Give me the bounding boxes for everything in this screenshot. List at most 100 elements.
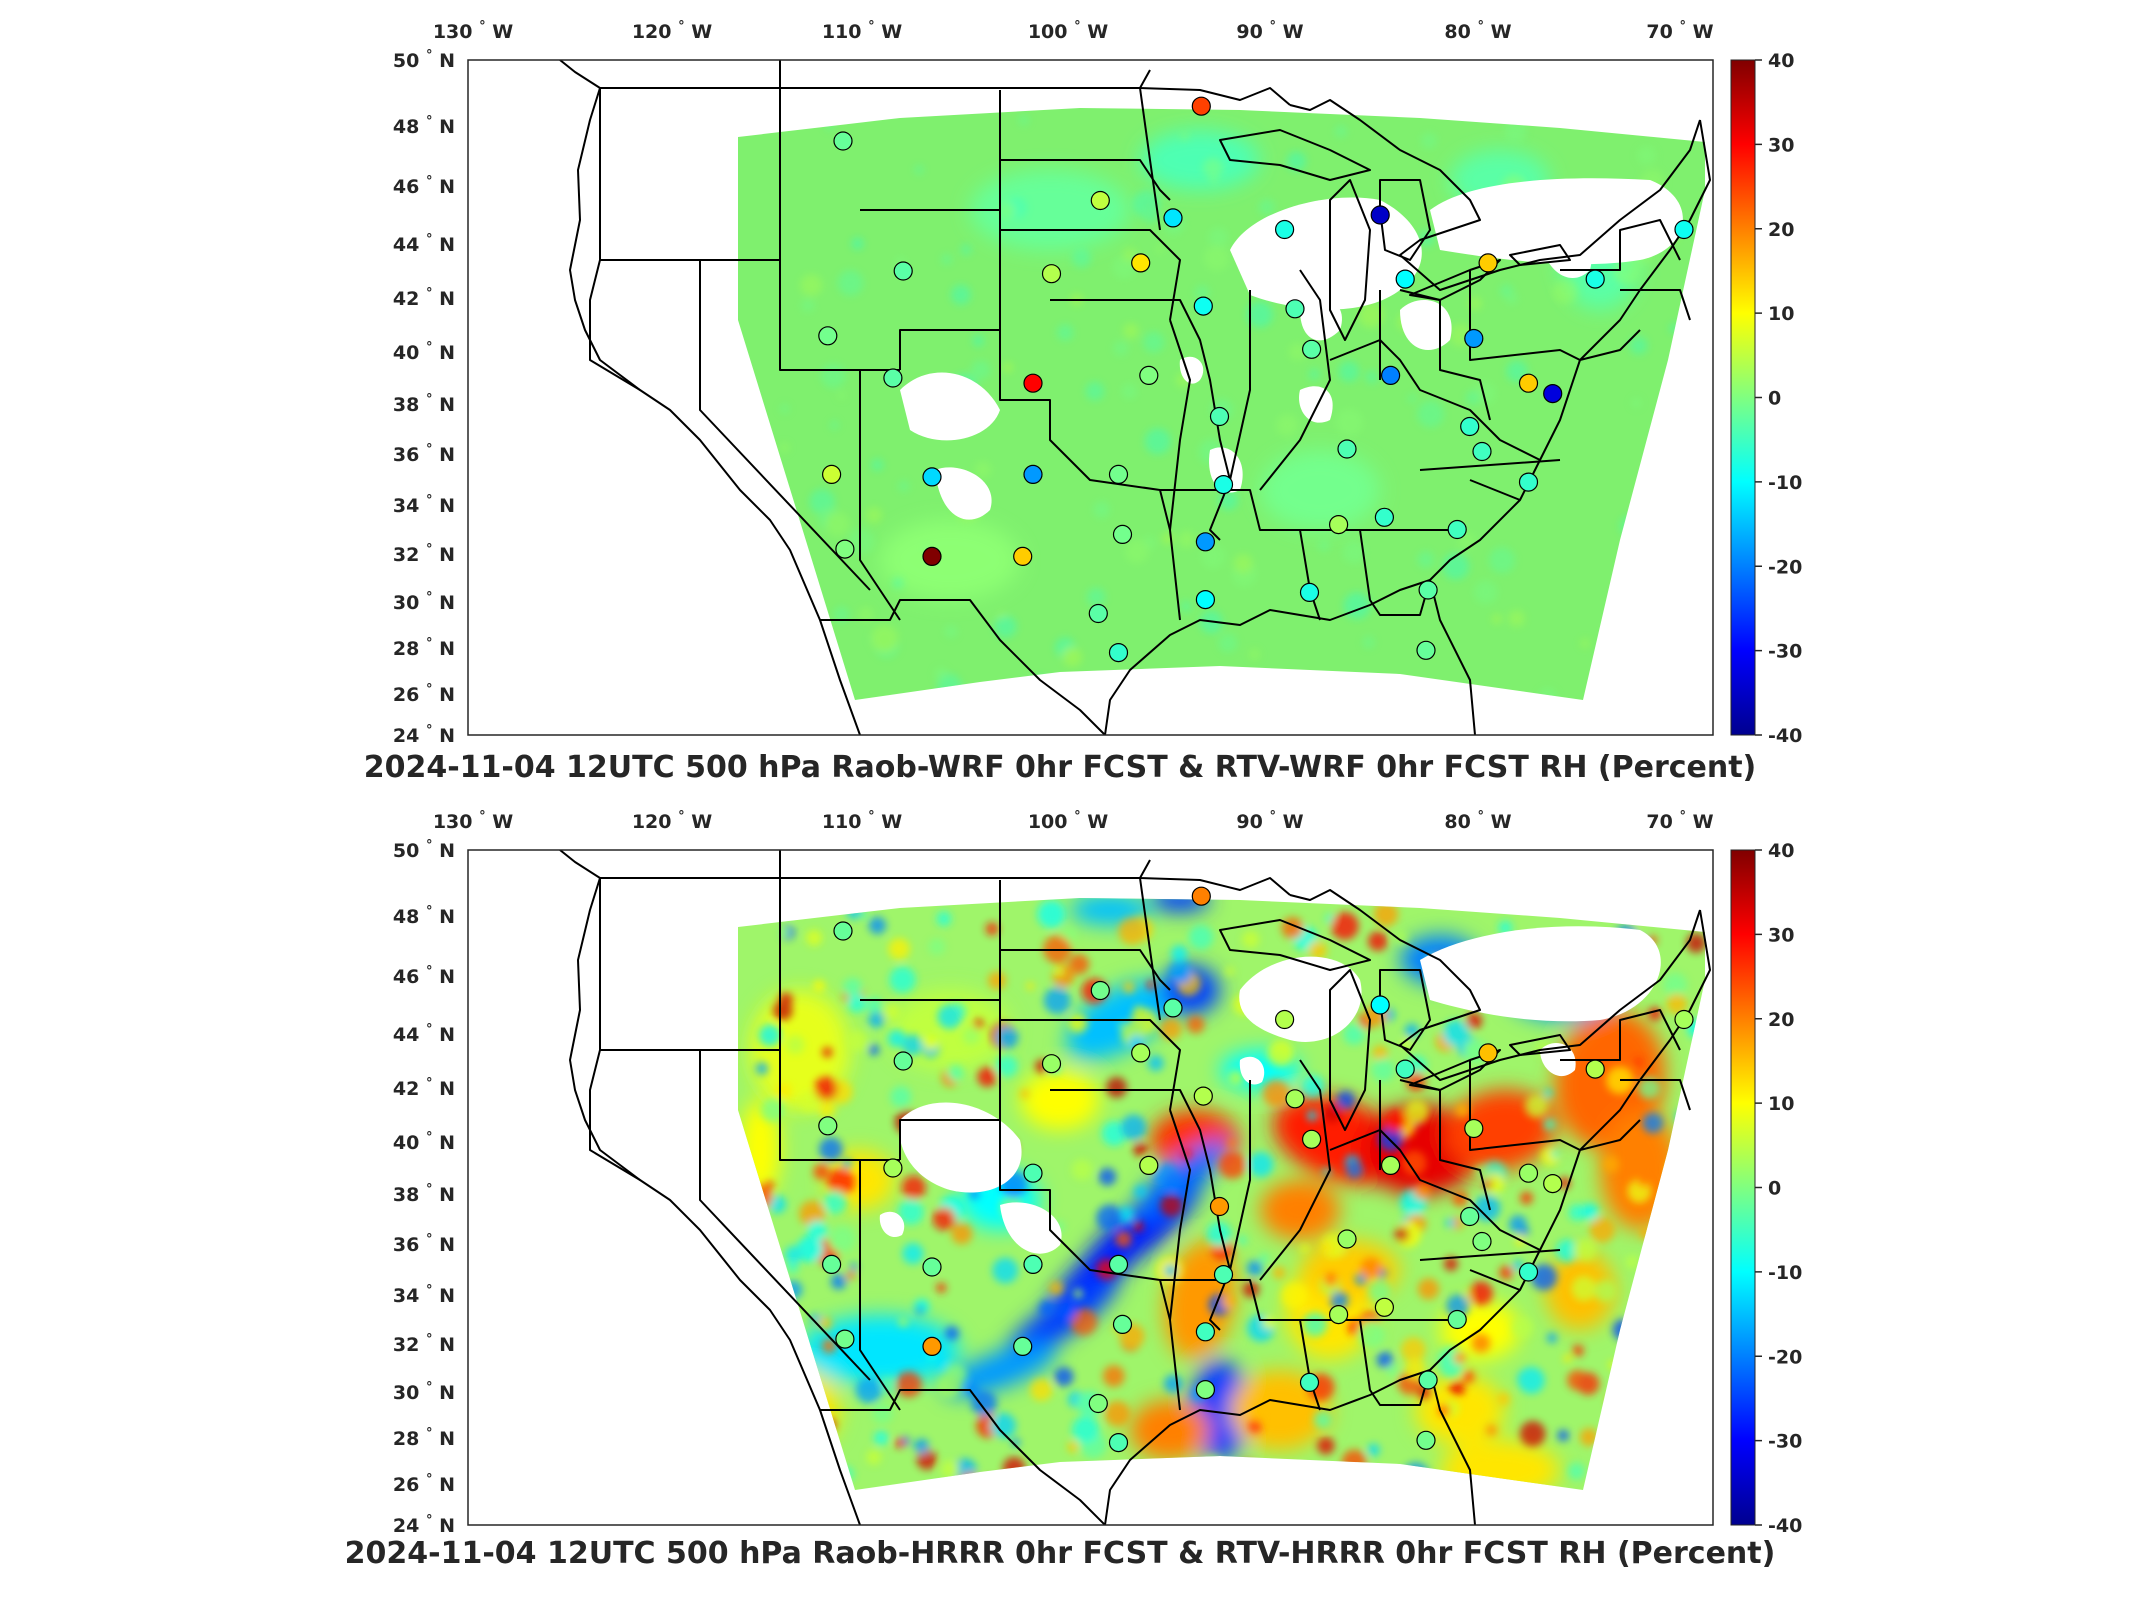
circle-marker-icon — [1090, 190, 1110, 211]
field-speckle — [1589, 1217, 1615, 1243]
field-blob — [1140, 130, 1260, 190]
field-speckle — [873, 1430, 889, 1446]
field-speckle — [1538, 687, 1558, 700]
field-speckle — [799, 1091, 822, 1113]
circle-marker-icon — [1209, 1196, 1230, 1217]
colorbar-tick-label: -20 — [1768, 1346, 1802, 1368]
circle-marker-icon — [1112, 524, 1133, 545]
circle-marker-icon — [1464, 1118, 1484, 1139]
boundary-line — [1000, 159, 1181, 321]
field-speckle — [1335, 408, 1363, 436]
field-speckle — [1648, 1474, 1664, 1490]
field-speckle — [1567, 1462, 1585, 1480]
field-speckle — [1159, 1017, 1182, 1040]
field-speckle — [1612, 1318, 1635, 1341]
circle-marker-icon — [883, 368, 903, 388]
circle-marker-icon — [922, 467, 942, 487]
field-speckle — [1336, 1090, 1356, 1110]
field-speckle — [1281, 1282, 1308, 1309]
field-speckle — [786, 1260, 800, 1274]
missing-data-area — [879, 1211, 905, 1238]
circle-marker-icon — [1460, 416, 1480, 437]
colorbar-tick-label: 40 — [1768, 840, 1794, 862]
field-speckle — [990, 1412, 1016, 1439]
colorbar-tick-label: -40 — [1768, 725, 1802, 747]
field-speckle — [785, 1035, 805, 1055]
latitude-tick-label: 40 ° N — [393, 1130, 455, 1154]
circle-marker-icon — [1380, 1155, 1401, 1176]
circle-marker-icon — [1447, 519, 1467, 540]
circle-marker-icon — [1395, 269, 1415, 289]
field-speckle — [841, 1158, 853, 1170]
circle-marker-icon — [922, 1257, 942, 1277]
circle-marker-icon — [1193, 1086, 1213, 1106]
field-speckle — [847, 993, 867, 1013]
field-speckle — [1636, 1424, 1649, 1437]
field-speckle — [858, 606, 874, 622]
longitude-tick-label: 100 ° W — [1028, 19, 1108, 43]
field-speckle — [1334, 125, 1348, 138]
field-speckle — [822, 1047, 833, 1058]
field-speckle — [1242, 1281, 1260, 1298]
field-speckle — [1638, 1076, 1661, 1099]
circle-marker-icon — [1370, 995, 1390, 1015]
circle-marker-icon — [1213, 1264, 1234, 1285]
colorbar-tick-label: 10 — [1768, 1093, 1794, 1115]
field-speckle — [865, 506, 883, 524]
field-speckle — [1098, 1167, 1117, 1186]
field-speckle — [1219, 1151, 1246, 1179]
field-speckle — [1387, 1365, 1400, 1378]
colorbar-tick-label: 10 — [1768, 303, 1794, 325]
field-speckle — [807, 1220, 828, 1241]
field-speckle — [1160, 1194, 1183, 1217]
field-speckle — [1048, 1280, 1064, 1296]
field-speckle — [800, 274, 823, 297]
field-speckle — [1485, 1424, 1498, 1436]
field-speckle — [973, 1018, 984, 1030]
field-speckle — [1653, 548, 1678, 573]
longitude-tick-label: 90 ° W — [1236, 809, 1303, 833]
latitude-tick-label: 38 ° N — [393, 1182, 455, 1206]
field-speckle — [1318, 539, 1330, 552]
circle-marker-icon — [818, 326, 838, 346]
field-speckle — [825, 511, 850, 537]
boundary-line — [1229, 1059, 1331, 1281]
longitude-tick-label: 70 ° W — [1646, 809, 1713, 833]
latitude-tick-label: 46 ° N — [393, 964, 455, 988]
boundary-line — [1399, 1060, 1581, 1211]
map-panel-bottom: 2024-11-04 12UTC 500 hPa Raob-HRRR 0hr F… — [345, 809, 1803, 1571]
field-speckle — [818, 1316, 832, 1331]
field-speckle — [1402, 1462, 1430, 1490]
colorbar-tick-label: -10 — [1768, 1262, 1802, 1284]
field-speckle — [1465, 1012, 1483, 1030]
field-speckle — [1118, 917, 1146, 946]
field-speckle — [988, 971, 1006, 990]
field-speckle — [936, 911, 952, 927]
field-speckle — [1300, 1243, 1309, 1253]
circle-marker-icon — [1090, 980, 1110, 1001]
boundary-line — [779, 850, 901, 1411]
field-speckle — [833, 606, 850, 623]
boundary-line — [589, 88, 871, 591]
field-speckle — [837, 270, 864, 296]
field-speckle — [1468, 1281, 1493, 1306]
colorbar: 40 30 20 10 0 -10 -20 -30 -40 — [1730, 50, 1802, 747]
field-speckle — [1504, 119, 1527, 142]
boundary-line — [1419, 219, 1681, 501]
field-speckle — [782, 631, 799, 649]
field-speckle — [1093, 501, 1110, 518]
missing-data-area — [1299, 386, 1333, 423]
field-speckle — [801, 298, 815, 312]
field-speckle — [1062, 647, 1083, 667]
circle-marker-icon — [1299, 1372, 1320, 1393]
field-speckle — [1633, 1304, 1645, 1315]
field-speckle — [1120, 1114, 1147, 1141]
field-speckle — [1611, 639, 1640, 668]
field-speckle — [895, 1371, 922, 1398]
field-speckle — [775, 1082, 793, 1100]
field-speckle — [1473, 580, 1498, 604]
circle-marker-icon — [883, 1158, 903, 1178]
field-speckle — [932, 1207, 956, 1231]
circle-marker-icon — [1328, 514, 1349, 535]
field-speckle — [1233, 553, 1253, 574]
